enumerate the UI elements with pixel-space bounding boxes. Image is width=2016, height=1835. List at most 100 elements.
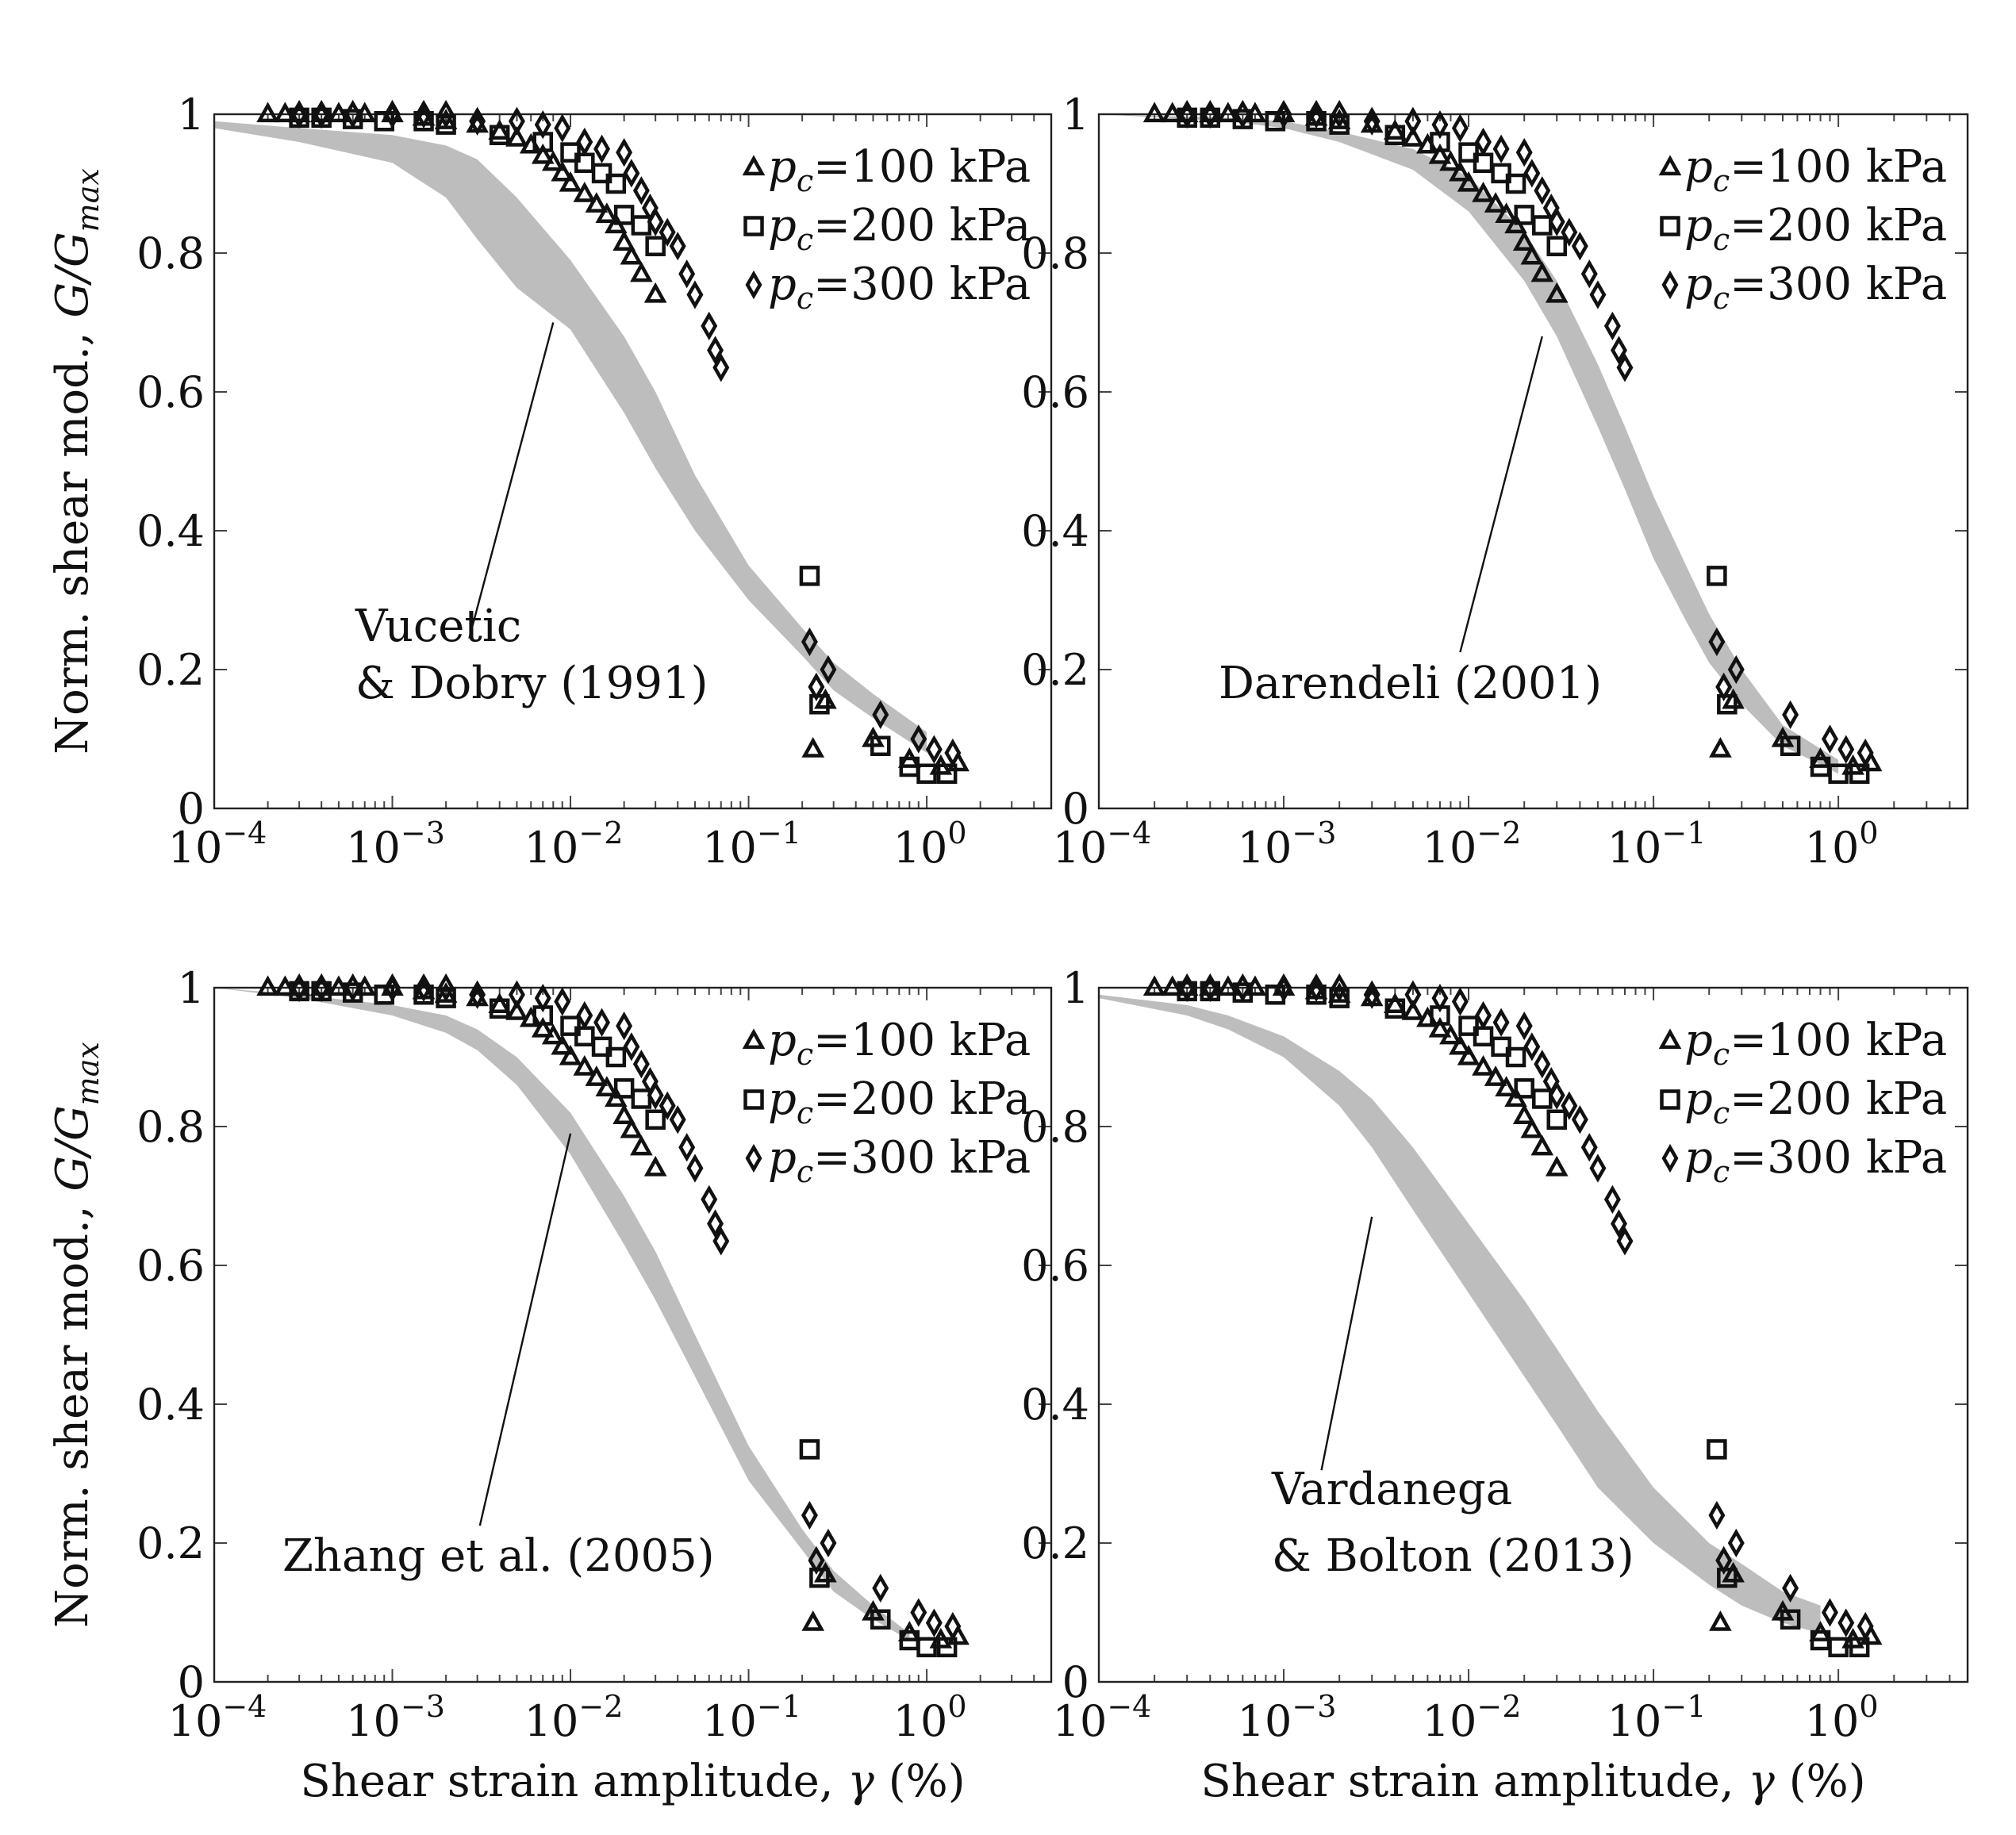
data-point-square: [631, 1088, 652, 1109]
data-point-diamond: [437, 973, 455, 1003]
chart-panel-top-left: 0 0.2 0.4 0.6 0.8 1 10−4 10−3 10−2 10−1 100 pc=100 …: [47, 90, 1053, 873]
data-point-diamond: [1492, 1008, 1510, 1037]
legend-marker-square: [1660, 1089, 1680, 1110]
data-point-diamond: [1275, 973, 1292, 1003]
data-point-triangle: [1709, 736, 1732, 758]
data-point-diamond: [290, 973, 308, 1003]
data-point-triangle: [1384, 119, 1407, 140]
data-point-square: [436, 114, 456, 135]
data-point-diamond: [801, 1500, 818, 1530]
data-point-diamond: [1708, 627, 1726, 657]
data-point-square: [413, 111, 434, 132]
plot-frame: [213, 113, 1053, 810]
x-tick-label: 10−3: [346, 1689, 445, 1746]
data-point-diamond: [712, 353, 730, 382]
data-point-diamond: [1603, 311, 1621, 341]
data-point-square: [1780, 735, 1801, 756]
annotation-label: Darendeli (2001): [1219, 658, 1602, 709]
data-point-triangle: [643, 282, 667, 303]
data-point-diamond: [1727, 655, 1745, 685]
data-point-diamond: [1515, 1011, 1533, 1041]
y-tick-label: 0.6: [136, 1241, 205, 1291]
data-point-triangle: [612, 230, 636, 251]
data-point-triangle: [1216, 975, 1240, 996]
data-point-triangle: [256, 975, 279, 996]
data-point-diamond: [593, 134, 611, 163]
chart-panel-bottom-right: 0 0.2 0.4 0.6 0.8 1 10−4 10−3 10−2 10−1 100 pc=100 …: [1021, 963, 1969, 1807]
data-point-triangle: [531, 143, 555, 164]
data-point-diamond: [707, 1209, 724, 1238]
y-tick-label: 0.2: [136, 645, 205, 695]
x-tick-label: 10−2: [524, 1689, 624, 1746]
data-point-square: [374, 111, 394, 132]
series-square: [289, 981, 958, 1657]
data-point-square: [916, 1637, 937, 1657]
x-tick-label: 100: [893, 1689, 967, 1746]
data-point-diamond: [1234, 973, 1251, 1003]
data-point-diamond: [1308, 99, 1325, 129]
legend-label: pc=300 kPa: [768, 1132, 1031, 1189]
annotation-leader-line: [468, 322, 555, 639]
data-point-diamond: [925, 1608, 943, 1637]
data-point-square: [870, 1609, 891, 1630]
data-point-diamond: [678, 1133, 696, 1162]
data-point-diamond: [669, 1105, 686, 1134]
data-point-triangle: [505, 999, 528, 1020]
data-point-square: [799, 566, 820, 586]
legend-marker-diamond: [745, 270, 762, 300]
data-point-square: [1384, 125, 1406, 145]
x-tick-label: 100: [1805, 816, 1879, 873]
data-point-triangle: [1161, 975, 1185, 996]
data-point-diamond: [1178, 99, 1196, 129]
data-point-square: [799, 1439, 820, 1460]
data-point-triangle: [585, 1065, 609, 1086]
y-tick-label: 0.2: [1021, 1518, 1089, 1568]
series-square: [1177, 981, 1870, 1657]
x-tick-label: 10−3: [1238, 1689, 1337, 1746]
data-point-square: [605, 173, 627, 194]
data-point-triangle: [1530, 1134, 1554, 1156]
annotation-label: & Bolton (2013): [1272, 1530, 1634, 1582]
data-point-diamond: [707, 336, 724, 365]
data-point-triangle: [1495, 202, 1518, 223]
data-point-diamond: [313, 99, 330, 129]
data-point-diamond: [576, 1000, 593, 1031]
data-point-triangle: [1472, 1054, 1495, 1076]
series-square: [289, 107, 958, 784]
data-point-triangle: [1545, 1155, 1569, 1177]
reference-band: [1099, 114, 1839, 774]
series-diamond: [290, 99, 962, 768]
data-point-square: [1546, 1109, 1567, 1130]
data-point-diamond: [632, 1050, 650, 1079]
data-point-square: [489, 998, 510, 1019]
data-point-triangle: [1520, 244, 1544, 265]
x-tick-label: 10−1: [1607, 1689, 1707, 1746]
data-point-diamond: [701, 311, 718, 341]
data-point-square: [1532, 215, 1553, 236]
x-tick-label: 10−3: [346, 816, 445, 873]
y-tick-label: 0.8: [136, 1102, 205, 1152]
legend-label: pc=100 kPa: [1684, 1015, 1947, 1072]
legend-marker-triangle: [1658, 1028, 1682, 1050]
data-point-triangle: [256, 102, 279, 123]
data-point-triangle: [1428, 143, 1452, 164]
legend-marker-square: [743, 1089, 764, 1110]
data-point-square: [1849, 763, 1870, 784]
data-point-diamond: [1178, 973, 1196, 1003]
data-point-diamond: [1363, 980, 1380, 1009]
legend-marker-square: [1660, 216, 1680, 236]
data-point-square: [1458, 142, 1479, 163]
data-point-square: [560, 142, 581, 163]
data-point-square: [1849, 1637, 1870, 1657]
data-point-diamond: [808, 672, 825, 702]
data-point-diamond: [344, 973, 362, 1003]
annotation-label: Vardanega: [1271, 1464, 1512, 1515]
data-point-diamond: [647, 1081, 664, 1110]
data-point-square: [645, 236, 666, 256]
data-point-square: [936, 763, 958, 784]
data-point-triangle: [488, 992, 512, 1013]
data-point-triangle: [541, 1023, 565, 1045]
annotation-label: & Dobry (1991): [355, 658, 708, 709]
series-diamond: [1178, 973, 1874, 1641]
data-point-triangle: [801, 736, 825, 758]
